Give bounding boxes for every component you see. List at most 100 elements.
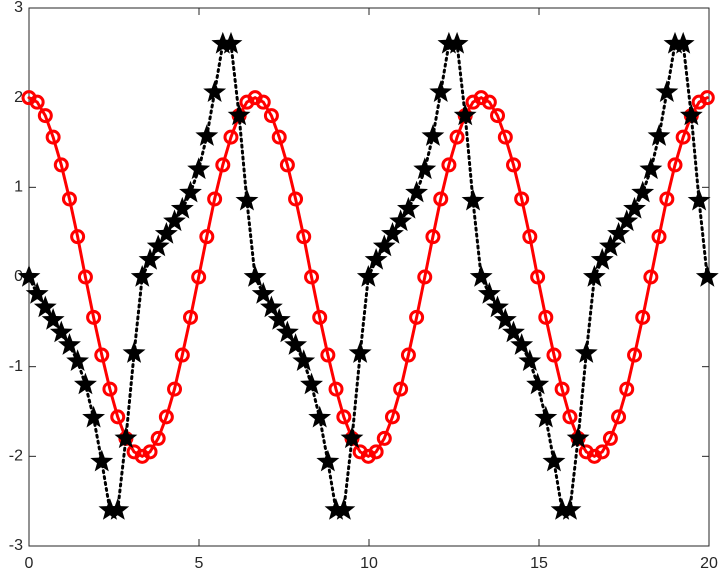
point-marker	[154, 222, 178, 244]
point-marker	[300, 372, 323, 395]
point-marker	[607, 222, 630, 244]
point-marker	[558, 498, 582, 520]
point-marker	[590, 248, 614, 270]
point-marker	[227, 103, 251, 126]
point-marker	[490, 108, 506, 124]
point-marker	[611, 409, 627, 425]
point-marker	[627, 347, 643, 363]
point-marker	[158, 409, 174, 425]
point-marker	[445, 31, 469, 54]
point-marker	[37, 108, 53, 124]
point-marker	[429, 80, 453, 102]
point-marker	[263, 108, 279, 124]
point-marker	[138, 248, 162, 270]
point-marker	[514, 191, 530, 207]
point-marker	[441, 157, 457, 173]
point-marker	[82, 405, 105, 428]
point-marker	[260, 295, 283, 318]
point-marker	[413, 157, 437, 180]
point-marker	[542, 449, 566, 472]
point-marker	[687, 188, 711, 211]
point-marker	[453, 103, 477, 126]
point-marker	[336, 409, 352, 425]
point-marker	[106, 498, 130, 520]
point-marker	[497, 129, 513, 145]
point-marker	[655, 80, 679, 102]
y-tick-label: 2	[14, 89, 23, 106]
point-marker	[195, 124, 219, 146]
point-marker	[267, 308, 291, 330]
point-marker	[417, 269, 433, 285]
x-tick-label: 15	[530, 555, 548, 572]
point-marker	[74, 372, 97, 395]
point-marker	[288, 191, 304, 207]
point-marker	[243, 265, 267, 287]
point-marker	[643, 269, 659, 285]
point-marker	[381, 222, 404, 244]
point-marker	[518, 349, 542, 371]
point-marker	[235, 188, 259, 211]
point-marker	[70, 229, 86, 245]
x-tick-label: 10	[360, 555, 378, 572]
x-tick-label: 0	[25, 555, 34, 572]
point-marker	[276, 320, 299, 343]
point-marker	[615, 209, 639, 232]
point-marker	[332, 498, 356, 520]
point-marker	[368, 444, 384, 460]
point-marker	[526, 372, 550, 395]
point-marker	[449, 129, 465, 145]
point-marker	[647, 124, 671, 146]
x-tick-label: 20	[700, 555, 718, 572]
point-marker	[522, 229, 538, 245]
point-marker	[183, 309, 198, 325]
point-marker	[364, 248, 388, 270]
point-marker	[41, 308, 65, 330]
point-marker	[174, 347, 190, 363]
point-marker	[122, 341, 146, 363]
point-marker	[679, 103, 703, 126]
point-marker	[25, 282, 49, 304]
point-marker	[66, 349, 89, 371]
point-marker	[554, 381, 570, 397]
point-marker	[619, 381, 635, 397]
y-tick-label: -1	[9, 358, 23, 375]
point-marker	[400, 347, 416, 363]
point-marker	[506, 157, 521, 173]
point-marker	[562, 409, 578, 425]
point-marker	[142, 444, 158, 460]
point-marker	[493, 308, 517, 330]
y-tick-label: -3	[9, 537, 23, 554]
point-marker	[223, 129, 239, 145]
point-marker	[150, 430, 166, 446]
point-marker	[639, 157, 663, 180]
point-marker	[170, 196, 194, 219]
point-marker	[594, 444, 610, 460]
point-marker	[534, 405, 558, 428]
point-marker	[421, 124, 445, 146]
point-marker	[481, 94, 497, 110]
point-marker	[372, 234, 396, 257]
point-marker	[405, 180, 428, 203]
point-marker	[583, 265, 606, 287]
point-marker	[566, 426, 590, 449]
point-marker	[486, 295, 509, 318]
point-marker	[574, 341, 598, 363]
point-marker	[631, 180, 655, 203]
point-marker	[510, 333, 534, 355]
point-marker	[53, 157, 69, 173]
point-marker	[304, 269, 320, 285]
point-marker	[502, 320, 525, 343]
point-marker	[271, 129, 287, 145]
point-marker	[77, 269, 93, 285]
point-marker	[219, 31, 243, 54]
series-line	[27, 95, 709, 459]
point-marker	[207, 191, 223, 207]
point-marker	[251, 282, 275, 304]
point-marker	[477, 282, 501, 304]
point-marker	[163, 209, 186, 232]
point-marker	[389, 209, 412, 232]
point-marker	[90, 449, 114, 472]
point-marker	[538, 309, 554, 325]
point-marker	[433, 191, 449, 207]
point-marker	[623, 196, 646, 219]
